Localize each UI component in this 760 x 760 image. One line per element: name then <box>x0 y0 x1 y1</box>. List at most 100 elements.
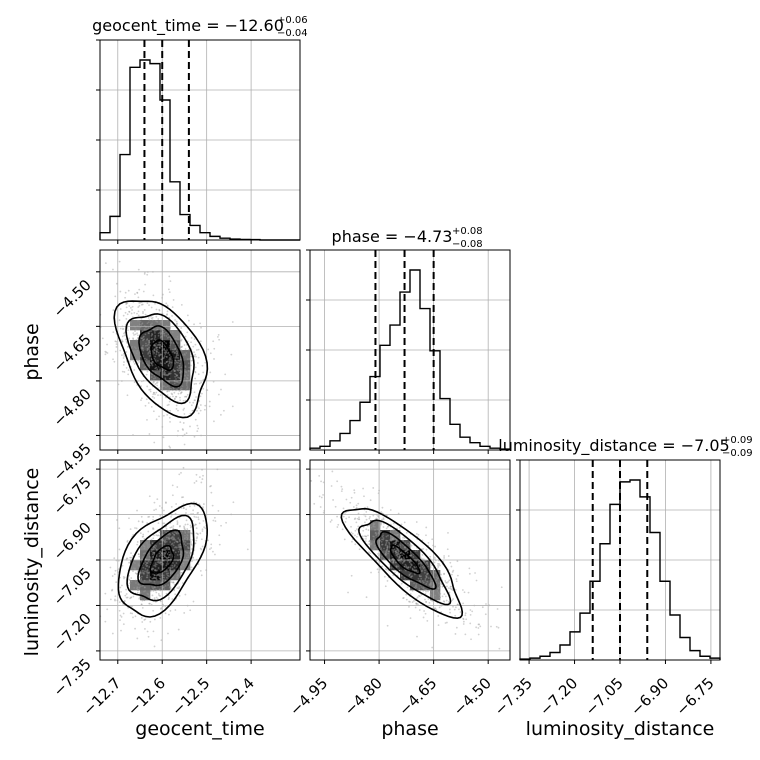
sample-point <box>168 390 171 392</box>
sample-point <box>163 586 165 588</box>
sample-point <box>386 539 389 542</box>
sample-point <box>376 528 379 531</box>
sample-point <box>155 508 157 511</box>
sample-point <box>400 557 403 560</box>
sample-point <box>187 348 190 351</box>
sample-point <box>143 586 146 589</box>
sample-point <box>374 531 377 534</box>
sample-point <box>141 606 144 609</box>
sample-point <box>435 579 438 581</box>
density-cell <box>390 560 401 571</box>
sample-point <box>170 526 173 529</box>
density-cell <box>420 570 431 581</box>
sample-point <box>372 525 375 528</box>
density-cell <box>140 540 151 551</box>
sample-point <box>186 523 189 526</box>
sample-point <box>178 543 181 546</box>
sample-point <box>213 358 215 360</box>
sample-point <box>153 330 156 332</box>
sample-point <box>183 537 186 540</box>
sample-point <box>134 627 136 630</box>
sample-point <box>165 386 167 389</box>
sample-point <box>425 576 428 578</box>
sample-point <box>185 395 187 398</box>
sample-point <box>163 522 166 525</box>
sample-point <box>143 328 146 331</box>
sample-point <box>197 427 200 430</box>
sample-point <box>168 360 171 362</box>
sample-point <box>184 531 187 534</box>
sample-point <box>452 569 455 572</box>
sample-point <box>479 625 482 628</box>
sample-point <box>141 520 144 523</box>
sample-point <box>409 560 412 562</box>
sample-point <box>464 612 467 615</box>
sample-point <box>173 534 176 536</box>
sample-point <box>318 474 321 477</box>
sample-point <box>425 548 428 551</box>
sample-point <box>159 336 162 339</box>
sample-point <box>124 311 127 314</box>
sample-point <box>385 535 388 538</box>
sample-point <box>158 531 161 534</box>
sample-point <box>403 546 406 548</box>
sample-point <box>447 587 450 589</box>
sample-point <box>157 343 160 346</box>
sample-point <box>392 562 395 564</box>
sample-point <box>180 346 183 349</box>
sample-point <box>133 311 136 314</box>
sample-point <box>431 646 434 649</box>
sample-point <box>132 332 135 335</box>
sample-point <box>383 547 385 550</box>
sample-point <box>380 557 383 560</box>
sample-point <box>400 560 402 563</box>
sample-point <box>136 586 139 589</box>
sample-point <box>399 552 402 555</box>
sample-point <box>208 548 211 551</box>
sample-point <box>151 548 154 551</box>
sample-point <box>170 388 173 390</box>
sample-point <box>169 567 172 570</box>
sample-point <box>408 561 411 563</box>
sample-point <box>137 553 140 556</box>
sample-point <box>169 533 172 536</box>
sample-point <box>190 341 192 344</box>
sample-point <box>469 609 472 611</box>
sample-point <box>139 585 142 588</box>
sample-point <box>163 348 165 351</box>
sample-point <box>427 541 430 544</box>
sample-point <box>418 588 421 590</box>
sample-point <box>395 534 397 537</box>
sample-point <box>121 340 124 343</box>
sample-point <box>152 410 155 413</box>
sample-point <box>179 545 182 548</box>
sample-point <box>366 506 369 509</box>
sample-point <box>156 561 159 564</box>
sample-point <box>175 350 178 353</box>
sample-point <box>395 551 398 554</box>
sample-point <box>189 524 192 527</box>
sample-point <box>195 516 198 519</box>
sample-point <box>188 379 191 381</box>
sample-point <box>160 607 163 609</box>
sample-point <box>404 550 407 553</box>
sample-point <box>148 341 151 344</box>
sample-point <box>173 541 176 544</box>
sample-point <box>159 514 162 517</box>
sample-point <box>148 595 151 598</box>
sample-point <box>388 545 391 548</box>
sample-point <box>181 530 184 533</box>
sample-point <box>342 515 345 518</box>
sample-point <box>173 589 176 592</box>
sample-point <box>395 565 398 568</box>
sample-point <box>426 562 429 564</box>
sample-point <box>189 532 192 535</box>
sample-point <box>148 332 150 335</box>
sample-point <box>149 323 152 326</box>
sample-point <box>481 606 484 609</box>
sample-point <box>396 547 399 550</box>
sample-point <box>115 343 118 346</box>
sample-point <box>381 543 384 546</box>
sample-point <box>142 533 145 536</box>
sample-point <box>185 352 188 354</box>
